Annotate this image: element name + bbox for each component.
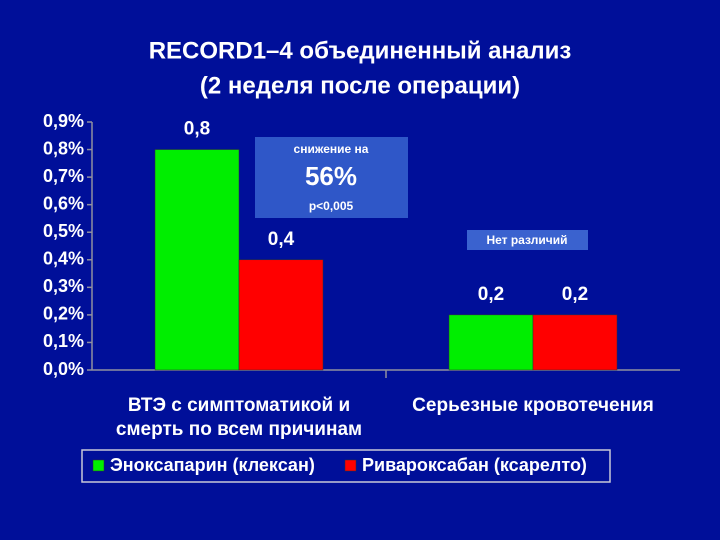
legend-label: Ривароксабан (ксарелто) <box>362 455 587 475</box>
legend-swatch <box>92 459 105 472</box>
data-label: 0,2 <box>478 284 504 305</box>
bar <box>238 259 324 371</box>
y-tick-label: 0,4% <box>43 249 84 269</box>
annotation: 56% <box>305 161 357 191</box>
data-label: 0,8 <box>184 119 210 140</box>
annotation-box <box>467 230 588 250</box>
y-tick-label: 0,7% <box>43 166 84 186</box>
legend-label: Эноксапарин (клексан) <box>110 455 315 475</box>
x-tick-label: Серьезные кровотечения <box>412 395 654 416</box>
y-tick-label: 0,0% <box>43 359 84 379</box>
y-tick-label: 0,3% <box>43 276 84 296</box>
annotation: p<0,005 <box>309 199 354 213</box>
y-tick-label: 0,6% <box>43 193 84 213</box>
annotation: снижение на <box>294 142 369 156</box>
bar <box>154 149 240 371</box>
chart-subtitle: (2 неделя после операции) <box>200 72 520 99</box>
bar <box>448 314 534 371</box>
legend-swatch <box>344 459 357 472</box>
x-tick-label: ВТЭ с симптоматикой и смерть по всем при… <box>115 395 363 440</box>
y-tick-label: 0,1% <box>43 331 84 351</box>
annotation-box <box>255 137 408 218</box>
chart-title: RECORD1–4 объединенный анализ <box>149 37 572 64</box>
data-label: 0,2 <box>562 284 588 305</box>
data-label: 0,4 <box>268 229 295 250</box>
y-tick-label: 0,5% <box>43 221 84 241</box>
y-tick-label: 0,2% <box>43 304 84 324</box>
y-tick-label: 0,9% <box>43 111 84 131</box>
annotation: Нет различий <box>486 233 567 247</box>
bar <box>532 314 618 371</box>
y-tick-label: 0,8% <box>43 138 84 158</box>
legend-box <box>81 449 611 483</box>
